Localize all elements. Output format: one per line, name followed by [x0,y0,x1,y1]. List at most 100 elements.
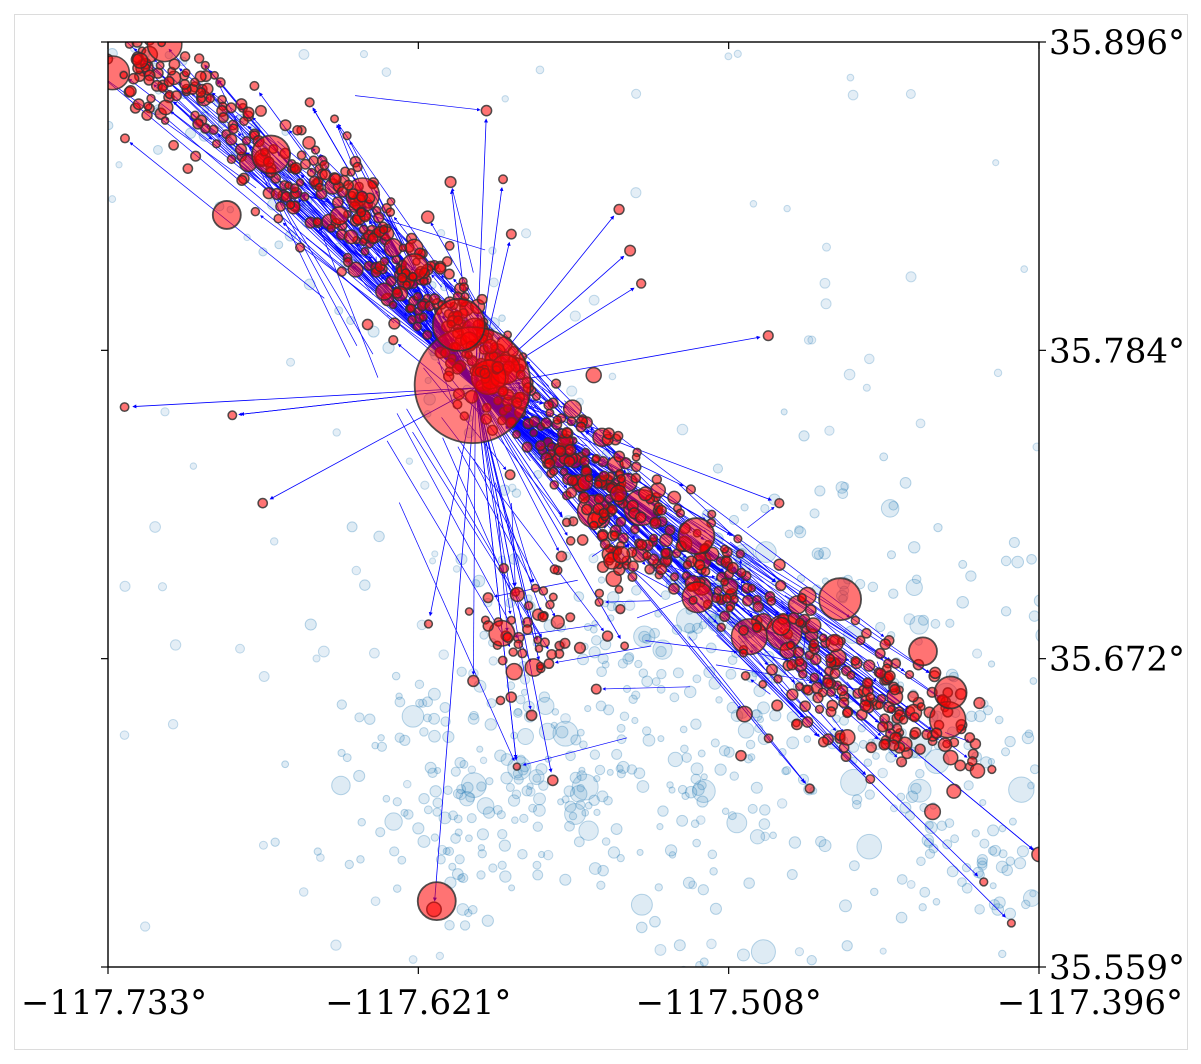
triggered-event [360,246,370,256]
background-event [505,782,515,792]
background-event [511,488,522,498]
background-event [440,716,451,727]
arrow [605,600,651,604]
large-event [908,636,938,667]
triggered-event [146,93,156,104]
triggered-event [766,596,777,606]
triggered-event [594,588,605,599]
background-event [608,372,617,381]
triggered-event [740,670,751,681]
background-event [550,721,558,729]
triggered-event [969,763,986,779]
triggered-event [536,661,545,671]
triggered-event [886,704,896,714]
triggered-event [584,473,594,483]
background-event [998,949,1007,959]
triggered-event [773,558,786,571]
triggered-event [132,28,143,39]
triggered-event [422,329,433,341]
triggered-event [904,669,915,680]
background-event [668,786,676,794]
triggered-event [682,560,693,570]
background-event [1029,764,1039,775]
background-event [298,887,309,897]
background-event [497,828,508,840]
triggered-event [979,877,989,887]
triggered-event [495,695,506,706]
triggered-event [668,582,680,595]
background-event [705,642,717,654]
background-event [822,242,831,252]
triggered-event [721,593,732,604]
triggered-event [292,125,303,136]
background-event [356,855,365,864]
background-event [346,521,358,533]
triggered-event [907,690,919,703]
background-event [905,271,917,283]
background-event [633,625,656,648]
background-event [439,701,451,713]
triggered-event [814,704,825,714]
background-event [564,820,575,832]
background-event [672,667,684,679]
triggered-event [546,774,559,787]
background-event [428,712,441,725]
background-event [924,821,938,835]
background-event [942,839,953,850]
background-event [444,846,455,857]
triggered-event [825,633,844,653]
background-event [497,860,507,870]
background-event [904,810,916,821]
triggered-event [795,681,805,692]
triggered-event [127,72,140,85]
triggered-event [534,440,547,452]
background-event [401,705,425,728]
background-event [971,829,980,838]
background-event [692,674,702,684]
background-event [584,801,593,810]
triggered-event [170,90,182,102]
triggered-event [119,70,129,80]
large-event [933,675,968,710]
triggered-event [659,533,673,548]
triggered-event [549,564,560,575]
background-event [443,785,453,795]
triggered-event [804,604,817,617]
arrow [173,101,476,389]
background-event [965,710,978,723]
background-event [607,591,620,604]
background-event [626,764,638,775]
background-event [167,719,179,730]
triggered-event [458,282,470,293]
background-event [769,709,782,722]
triggered-event [896,756,908,768]
triggered-event [386,197,396,206]
background-event [601,660,610,669]
background-event [235,643,245,654]
background-event [564,802,587,825]
triggered-event [630,461,642,473]
background-event [589,625,598,634]
background-event [384,812,403,831]
background-event [905,88,916,99]
background-event [993,896,1006,909]
background-event [784,529,794,539]
triggered-event [973,696,986,710]
triggered-event [498,174,509,185]
background-event [377,734,385,742]
triggered-event [124,85,137,98]
background-event [652,639,673,660]
triggered-event [649,516,662,530]
background-event [963,780,974,791]
triggered-event [143,101,153,111]
triggered-event [747,583,757,593]
background-event [596,666,607,678]
triggered-event [733,534,743,544]
background-event [628,694,638,704]
triggered-event [840,751,852,763]
triggered-event [855,635,866,646]
arrow [432,387,476,902]
background-event [424,761,437,774]
background-event [690,718,702,730]
background-event [710,738,720,748]
